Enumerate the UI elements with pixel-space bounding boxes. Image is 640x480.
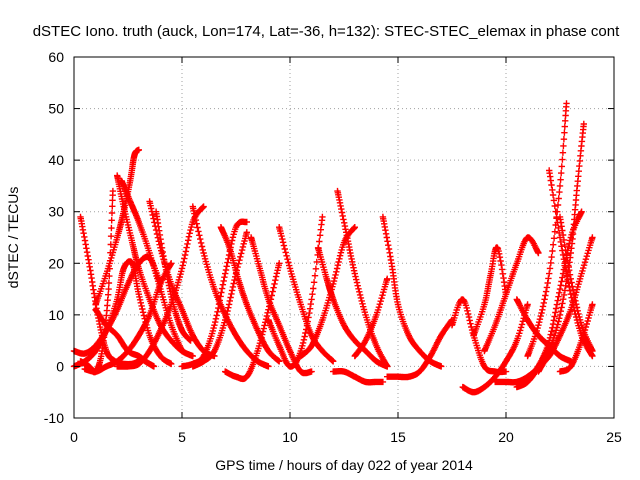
y-tick-label: 40 (48, 152, 64, 168)
data-series-group (217, 224, 283, 365)
data-point-markers (114, 203, 207, 370)
data-series-group (118, 177, 186, 355)
plot-frame (73, 56, 615, 419)
data-series-group (222, 260, 283, 383)
data-point-markers (459, 301, 531, 396)
data-point-markers (535, 234, 596, 370)
data-series-group (459, 301, 531, 396)
data-point-markers (217, 224, 283, 365)
data-point-markers (92, 146, 142, 308)
y-tick-label: 30 (48, 204, 64, 220)
data-series-group (92, 146, 142, 308)
data-series-group (178, 218, 250, 370)
data-point-markers (297, 224, 358, 360)
data-series-group (481, 234, 542, 355)
axis-ticks (73, 56, 615, 419)
data-point-markers (222, 260, 283, 383)
x-axis-label: GPS time / hours of day 022 of year 2014 (215, 457, 473, 473)
y-tick-label: 10 (48, 307, 64, 323)
data-point-markers (481, 234, 542, 355)
x-tick-label: 20 (498, 429, 514, 445)
data-point-markers (189, 229, 250, 370)
data-series-group (351, 275, 391, 360)
data-point-markers (152, 208, 194, 344)
x-tick-label: 15 (390, 429, 406, 445)
data-point-markers (351, 275, 391, 360)
y-axis-label: dSTEC / TECUs (5, 187, 21, 289)
y-tick-labels: -10 0 10 20 30 40 50 60 (44, 49, 64, 426)
y-tick-label: 20 (48, 255, 64, 271)
data-series-group (297, 224, 358, 360)
data-series-group (114, 203, 207, 370)
chart-title: dSTEC Iono. truth (auck, Lon=174, Lat=-3… (33, 23, 620, 40)
x-tick-label: 0 (70, 429, 78, 445)
y-tick-label: 50 (48, 101, 64, 117)
data-point-markers (330, 368, 387, 386)
data-series-group (535, 234, 596, 370)
data-point-markers (178, 218, 250, 370)
data-series-group (189, 229, 250, 370)
data-point-markers (384, 316, 456, 381)
y-tick-label: -10 (44, 410, 64, 426)
data-series-group (330, 368, 387, 386)
data-series-group (114, 172, 196, 360)
data-point-markers (470, 244, 510, 339)
x-tick-label: 25 (606, 429, 622, 445)
x-tick-label: 10 (282, 429, 298, 445)
data-point-markers (556, 301, 596, 375)
x-tick-label: 5 (178, 429, 186, 445)
data-point-markers (118, 177, 186, 355)
data-point-markers (114, 172, 196, 360)
data-series-group (470, 244, 510, 339)
y-tick-label: 60 (48, 49, 64, 65)
data-series-group (556, 301, 596, 375)
y-tick-label: 0 (56, 358, 64, 374)
data-series-group (384, 316, 456, 381)
data-series-group (152, 208, 194, 344)
data-series (70, 100, 596, 396)
x-tick-labels: 0 5 10 15 20 25 (70, 429, 622, 445)
